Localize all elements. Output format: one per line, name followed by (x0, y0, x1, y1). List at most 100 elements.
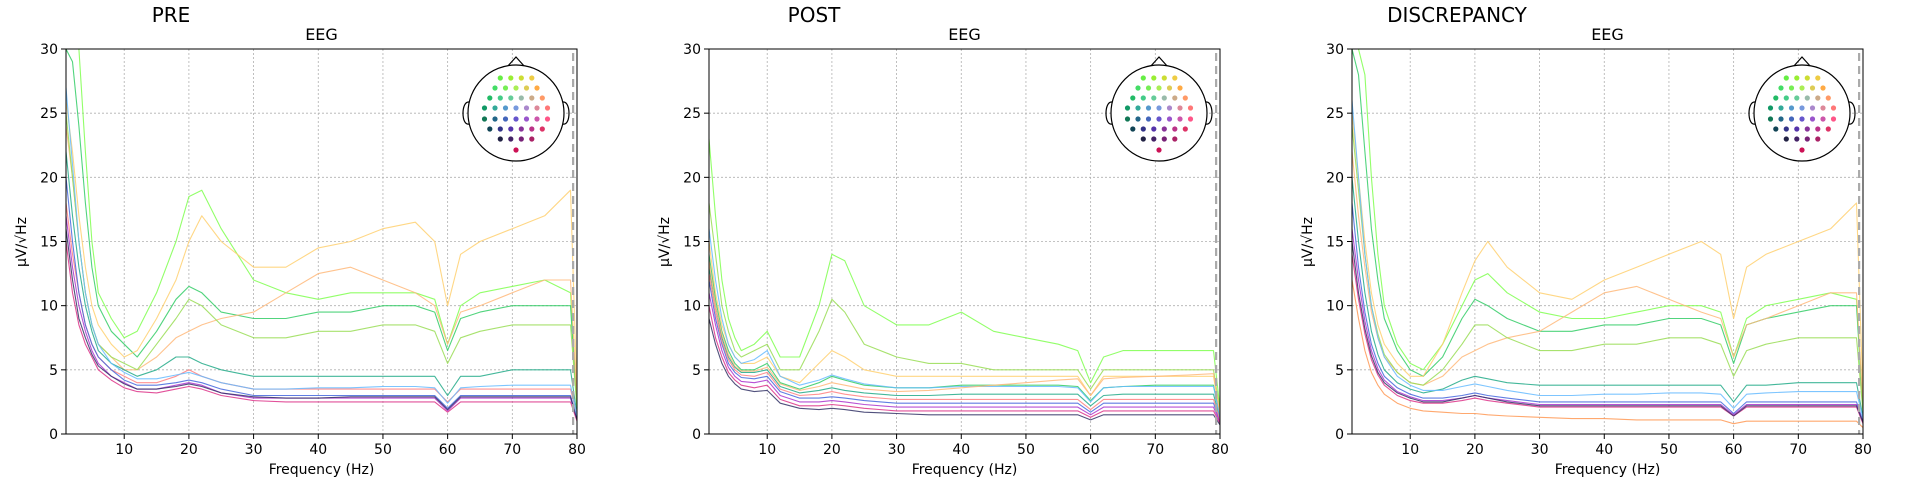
y-tick-label: 10 (40, 299, 58, 315)
sensor-dot (1825, 126, 1831, 132)
sensor-dot (1135, 85, 1141, 91)
channel-type-title: EEG (1591, 25, 1624, 44)
psd-line-2 (1352, 113, 1863, 396)
series-group (66, 49, 577, 422)
x-tick-label: 50 (1017, 442, 1035, 458)
sensor-dot (1166, 116, 1173, 122)
sensor-dot (1166, 85, 1173, 91)
head-nose-outline (1792, 56, 1812, 68)
psd-line-3 (66, 125, 577, 402)
sensor-dot (534, 116, 540, 122)
x-tick-label: 60 (1082, 442, 1100, 458)
psd-line-0 (1352, 49, 1863, 409)
y-tick-label: 20 (40, 170, 58, 186)
x-tick-label: 20 (180, 442, 198, 458)
sensor-dot (544, 105, 551, 111)
y-tick-label: 20 (683, 170, 701, 186)
sensor-dot (1172, 75, 1178, 81)
sensor-dot (1778, 116, 1784, 122)
panel-title: PRE (152, 3, 191, 27)
x-tick-label: 40 (952, 442, 970, 458)
sensor-dot (1799, 105, 1805, 111)
sensor-dot (1161, 95, 1167, 101)
sensor-dot (1778, 105, 1784, 111)
x-tick-label: 10 (115, 442, 133, 458)
sensor-dot (523, 116, 530, 122)
channel-type-title: EEG (305, 25, 338, 44)
sensor-dot (1187, 116, 1194, 122)
y-tick-label: 25 (683, 106, 701, 122)
x-tick-label: 10 (1401, 442, 1419, 458)
sensor-dot (518, 136, 524, 142)
y-tick-label: 5 (49, 363, 58, 379)
psd-line-6 (1352, 202, 1863, 422)
sensor-dot (539, 126, 545, 132)
sensor-dot (1767, 116, 1774, 122)
sensor-dot (508, 95, 514, 101)
x-tick-label: 30 (1531, 442, 1549, 458)
x-tick-label: 20 (1466, 442, 1484, 458)
sensor-dot (1804, 126, 1810, 132)
sensor-dot (497, 95, 503, 101)
sensor-dot (1145, 116, 1152, 122)
sensor-dot (1809, 116, 1816, 122)
sensor-dot (1161, 75, 1167, 81)
sensor-dot (1799, 116, 1805, 122)
y-tick-label: 25 (1326, 106, 1344, 122)
x-tick-label: 40 (1595, 442, 1613, 458)
sensor-dot (513, 105, 519, 111)
sensor-dot (544, 116, 551, 122)
sensor-dot (1804, 95, 1810, 101)
x-tick-label: 50 (1660, 442, 1678, 458)
y-tick-label: 0 (692, 427, 701, 443)
head-left-ear-outline (1748, 101, 1756, 125)
sensor-dot (492, 85, 498, 91)
psd-line-9 (709, 273, 1220, 421)
sensor-dot (1156, 105, 1162, 111)
head-right-ear-outline (562, 101, 570, 125)
y-tick-label: 5 (1335, 363, 1344, 379)
x-tick-label: 60 (439, 442, 457, 458)
sensor-dot (1187, 105, 1194, 111)
sensor-dot (1161, 126, 1167, 132)
psd-line-2 (66, 100, 577, 396)
sensor-dot (502, 85, 509, 91)
head-outline (1753, 64, 1851, 162)
y-axis-label: µV/√Hz (14, 217, 30, 267)
psd-line-6 (66, 202, 577, 415)
panel-pre: PRE EEG 10 20 30 40 50 60 70 80 0 5 10 15 20 25 30 Freque… (14, 3, 586, 478)
sensor-dot (1177, 105, 1183, 111)
sensor-dot (1809, 85, 1816, 91)
sensor-dot (1140, 136, 1146, 142)
psd-line-7 (66, 177, 577, 419)
y-tick-label: 10 (1326, 299, 1344, 315)
sensor-dot (523, 85, 530, 91)
head-nose-outline (1149, 56, 1169, 68)
psd-line-1 (709, 202, 1220, 411)
sensor-dot (1820, 85, 1826, 91)
head-outline (467, 64, 565, 162)
sensor-dot (481, 116, 488, 122)
sensor-dot (481, 105, 488, 111)
sensor-dot (1783, 126, 1789, 132)
sensor-dot (1151, 126, 1157, 132)
y-tick-label: 5 (692, 363, 701, 379)
psd-line-5 (709, 279, 1220, 422)
sensor-dot (1145, 105, 1152, 111)
sensor-dot (1788, 85, 1795, 91)
sensor-layout-inset (1105, 56, 1213, 162)
sensor-dot (1166, 105, 1173, 111)
sensor-dot (1794, 75, 1800, 81)
psd-line-5 (1352, 177, 1863, 418)
psd-line-0 (709, 138, 1220, 409)
psd-line-8 (1352, 254, 1863, 424)
sensor-dot (508, 126, 514, 132)
sensor-dot (1773, 126, 1779, 132)
sensor-dot (1799, 147, 1805, 153)
sensor-dot (497, 75, 503, 81)
sensor-dot (1140, 75, 1146, 81)
sensor-dot (1794, 95, 1800, 101)
psd-line-5 (66, 151, 577, 415)
sensor-dot (1140, 95, 1146, 101)
